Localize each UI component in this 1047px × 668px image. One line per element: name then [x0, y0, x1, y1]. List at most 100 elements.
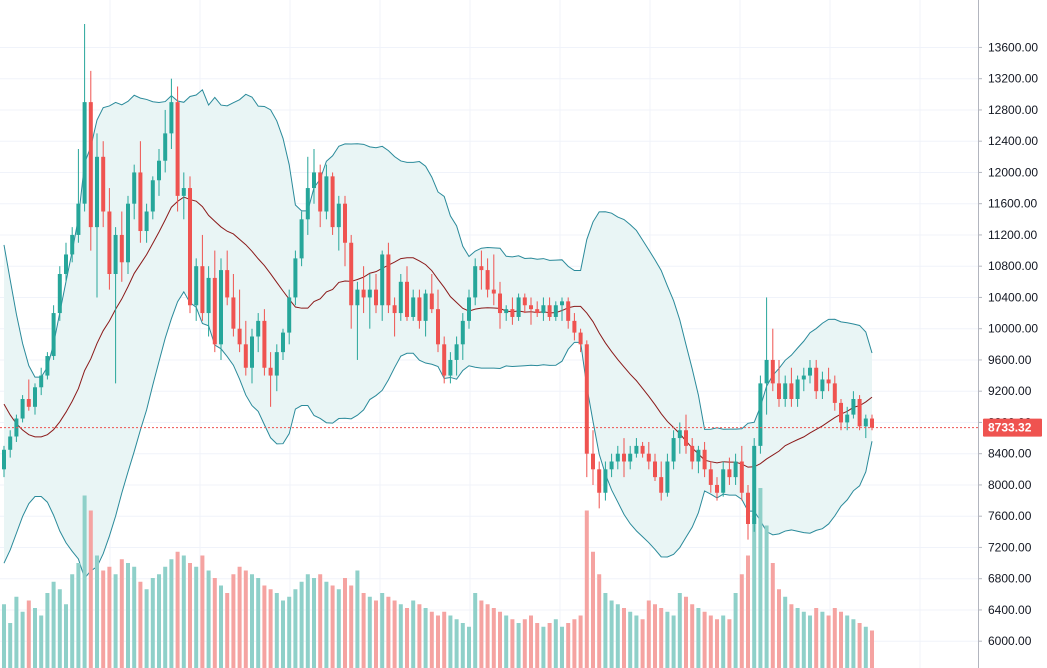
- volume-bar: [671, 615, 676, 668]
- candle-body: [423, 293, 428, 321]
- candle-body: [479, 266, 484, 271]
- volume-bar: [64, 604, 68, 668]
- volume-bar: [429, 611, 434, 668]
- candle-body: [467, 297, 471, 321]
- candle-body: [20, 399, 25, 419]
- candle-body: [615, 453, 620, 462]
- volume-bar: [57, 589, 62, 668]
- candle-body: [485, 270, 490, 290]
- candle-body: [857, 399, 862, 427]
- volume-bar: [460, 623, 465, 668]
- volume-bars: [2, 488, 874, 668]
- candle-body: [392, 305, 397, 314]
- volume-bar: [411, 600, 416, 668]
- candle-body: [826, 379, 831, 384]
- candle-body: [659, 477, 664, 493]
- price-axis-tick-label: 11600.00: [988, 197, 1037, 211]
- candle-body: [845, 414, 850, 423]
- volume-bar: [237, 566, 242, 668]
- volume-bar: [119, 559, 124, 668]
- candle-body: [504, 309, 509, 314]
- candle-body: [64, 254, 68, 274]
- candle-body: [442, 344, 447, 376]
- volume-bar: [26, 600, 31, 668]
- candle-body: [653, 461, 657, 478]
- volume-bar: [863, 626, 868, 668]
- candle-body: [138, 172, 143, 232]
- candle-body: [839, 402, 843, 423]
- candle-body: [783, 383, 788, 399]
- candle-body: [274, 352, 279, 376]
- volume-bar: [312, 578, 316, 668]
- lower-band-line: [3, 290, 873, 580]
- candle-body: [436, 309, 440, 345]
- candle-body: [522, 297, 527, 306]
- candle-body: [305, 188, 310, 220]
- price-axis[interactable]: 6000.00 6400.00 6800.00 7200.00 7600.00 8000.…: [978, 0, 1047, 668]
- volume-bar: [752, 518, 757, 668]
- volume-bar: [808, 615, 812, 668]
- price-axis-tick-label: 10000.00: [988, 322, 1038, 336]
- volume-bar: [212, 578, 217, 668]
- volume-bar: [169, 559, 174, 668]
- volume-bar: [349, 585, 354, 668]
- volume-bar: [287, 596, 292, 668]
- candle-body: [566, 301, 571, 321]
- candle-body: [801, 375, 806, 380]
- candle-body: [361, 289, 366, 298]
- candle-body: [8, 436, 13, 450]
- volume-bar: [305, 574, 310, 668]
- candle-body: [560, 301, 564, 306]
- volume-bar: [789, 604, 794, 668]
- candle-body: [628, 453, 633, 462]
- volume-bar: [175, 551, 180, 668]
- candle-body: [752, 445, 757, 524]
- candle-body: [231, 297, 236, 329]
- volume-bar: [70, 574, 75, 668]
- volume-bar: [82, 495, 87, 668]
- candle-body: [808, 367, 812, 376]
- candle-body: [367, 289, 372, 298]
- candle-body: [547, 305, 552, 317]
- volume-bar: [746, 555, 750, 668]
- volume-bar: [144, 589, 149, 668]
- volume-bar: [715, 619, 719, 668]
- volume-bar: [609, 600, 614, 668]
- volume-bar: [603, 593, 608, 668]
- candle-body: [256, 320, 261, 337]
- candle-body: [287, 297, 292, 333]
- volume-bar: [163, 566, 168, 668]
- candle-body: [671, 438, 676, 462]
- volume-bar: [814, 608, 819, 668]
- volume-bar: [398, 604, 403, 668]
- candle-body: [820, 379, 825, 392]
- candle-body: [188, 188, 192, 306]
- candle-body: [82, 102, 87, 204]
- volume-bar: [653, 604, 657, 668]
- volume-bar: [560, 626, 564, 668]
- candle-body: [870, 418, 874, 428]
- basis-line: [3, 196, 873, 468]
- last-price-marker: 8733.32: [0, 418, 1042, 437]
- volume-bar: [498, 611, 502, 668]
- volume-bar: [367, 596, 372, 668]
- candle-body: [516, 297, 521, 317]
- volume-bar: [541, 626, 546, 668]
- volume-bar: [572, 619, 577, 668]
- volume-bar: [2, 604, 6, 668]
- candle-body: [715, 484, 719, 493]
- price-axis-tick-label: 8000.00: [988, 478, 1032, 492]
- candle-body: [374, 289, 378, 306]
- volume-bar: [727, 619, 732, 668]
- candle-body: [2, 449, 6, 470]
- candle-body: [417, 297, 422, 321]
- candle-body: [572, 320, 577, 333]
- candle-body: [603, 469, 608, 493]
- volume-bar: [101, 570, 106, 668]
- volume-bar: [442, 611, 447, 668]
- volume-bar: [553, 619, 558, 668]
- candle-body: [281, 332, 285, 353]
- candle-body: [746, 492, 750, 524]
- candle-body: [677, 430, 682, 439]
